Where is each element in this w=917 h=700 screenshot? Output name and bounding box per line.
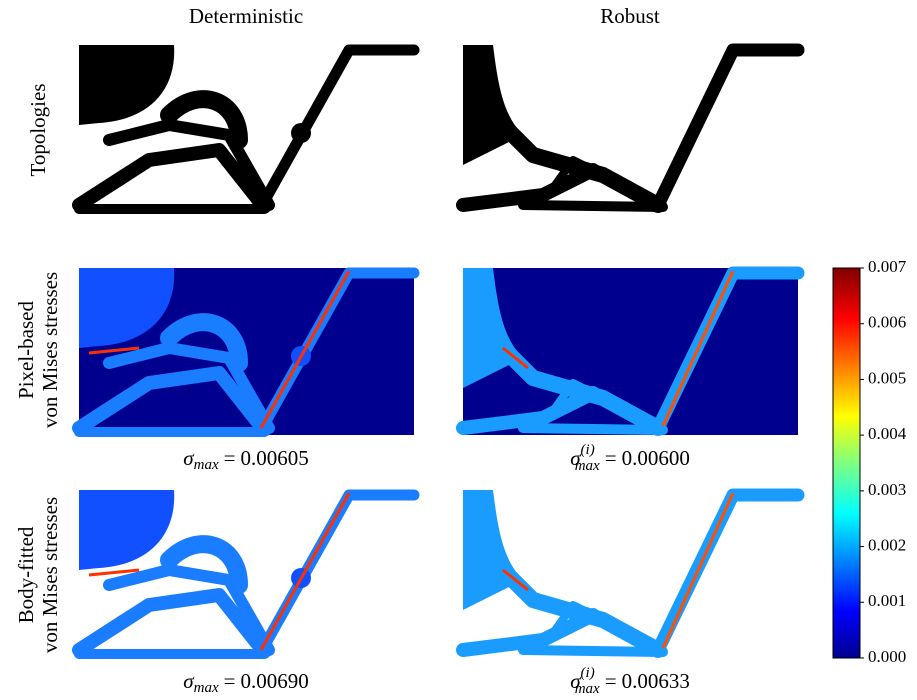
subscript: max [194, 457, 219, 473]
stress-value: 0.00600 [622, 446, 690, 470]
row-label: von Mises stresses [38, 497, 62, 653]
stress-panel [463, 268, 798, 435]
colorbar-tick-label: 0.002 [868, 535, 906, 554]
column-headers: Deterministic Robust [189, 4, 660, 28]
row-labels: Topologies Pixel-based von Mises stresse… [14, 83, 62, 653]
topology-panel [463, 45, 798, 213]
stress-panel [463, 490, 798, 658]
colorbar-tick-label: 0.006 [868, 313, 906, 332]
stress-caption: σmax=0.00605 [183, 446, 308, 474]
topology-panel [79, 45, 414, 213]
colorbar-tick-label: 0.001 [868, 591, 906, 610]
stress-value: 0.00605 [240, 446, 308, 470]
stress-value: 0.00690 [240, 669, 308, 693]
column-header: Deterministic [189, 4, 303, 28]
figure: Deterministic Robust Topologies Pixel-ba… [0, 0, 917, 700]
row-label: Topologies [26, 83, 50, 176]
colorbar-tick-label: 0.005 [868, 368, 906, 387]
colorbar-ticks: 0.000 0.001 0.002 0.003 0.004 0.005 0.006 0.007 [860, 257, 907, 666]
stress-caption: σ(i)max=0.00633 [570, 665, 690, 697]
equals: = [605, 446, 617, 470]
equals: = [224, 446, 236, 470]
stress-caption: σ(i)max=0.00600 [570, 442, 690, 474]
colorbar-tick-label: 0.004 [868, 424, 907, 443]
superscript: (i) [581, 665, 595, 681]
stress-panel [79, 268, 414, 435]
row-label: Body-fitted [14, 526, 38, 623]
colorbar-tick-label: 0.007 [868, 257, 907, 276]
row-label: Pixel-based [14, 301, 38, 399]
stress-panel [79, 490, 414, 658]
superscript: (i) [581, 442, 595, 458]
colorbar-tick-label: 0.003 [868, 480, 906, 499]
row-label: von Mises stresses [38, 272, 62, 428]
column-header: Robust [600, 4, 660, 28]
subscript: max [575, 458, 600, 474]
stress-caption: σmax=0.00690 [183, 669, 308, 697]
equals: = [224, 669, 236, 693]
subscript: max [575, 681, 600, 697]
subscript: max [194, 680, 219, 696]
colorbar-tick-label: 0.000 [868, 647, 906, 666]
colorbar [833, 268, 860, 658]
equals: = [605, 669, 617, 693]
stress-value: 0.00633 [622, 669, 690, 693]
